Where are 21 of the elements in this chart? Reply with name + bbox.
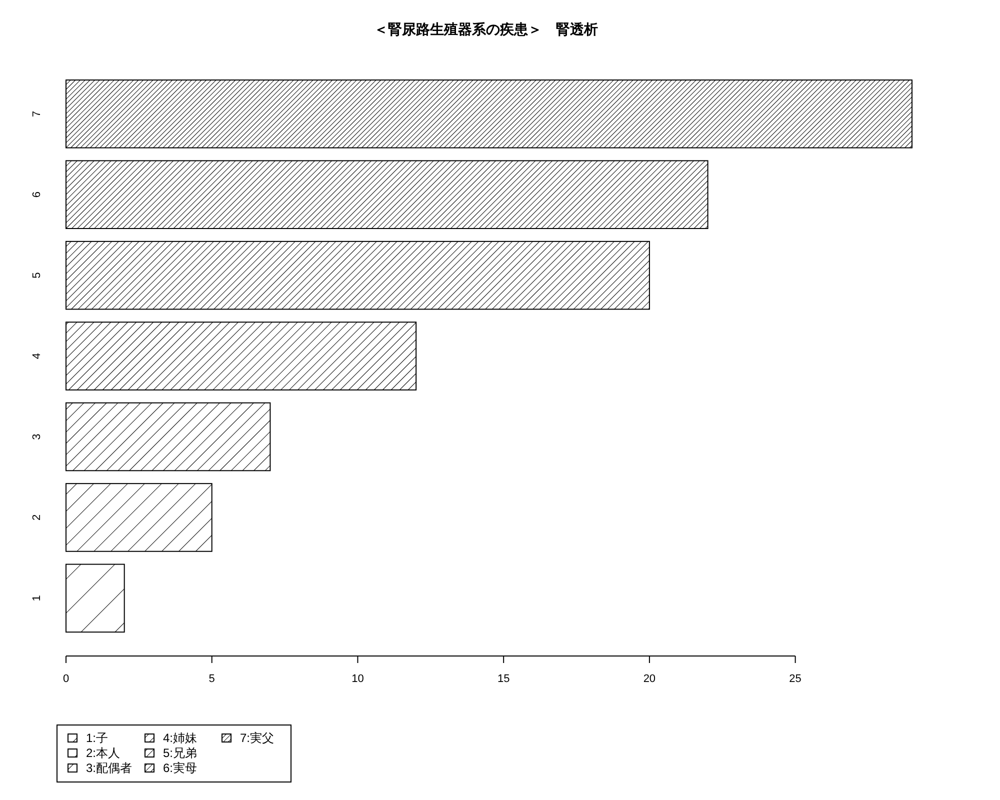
chart-title: ＜腎尿路生殖器系の疾患＞ 腎透析 bbox=[374, 21, 598, 37]
legend-label: 5:兄弟 bbox=[163, 746, 198, 760]
y-tick-label: 3 bbox=[31, 434, 43, 440]
legend-label: 2:本人 bbox=[86, 746, 120, 760]
legend-label: 3:配偶者 bbox=[86, 761, 132, 775]
legend-label: 1:子 bbox=[86, 731, 108, 745]
legend-label: 7:実父 bbox=[240, 731, 274, 745]
legend-label: 4:姉妹 bbox=[163, 731, 198, 745]
x-tick-label: 15 bbox=[497, 673, 510, 685]
y-tick-label: 7 bbox=[31, 110, 43, 117]
x-tick-label: 0 bbox=[62, 673, 70, 685]
y-tick-label: 5 bbox=[31, 272, 43, 278]
x-tick-label: 25 bbox=[789, 673, 802, 685]
x-tick-label: 5 bbox=[208, 673, 215, 685]
x-tick-label: 10 bbox=[352, 673, 364, 685]
y-tick-label: 2 bbox=[31, 514, 43, 521]
x-tick-label: 20 bbox=[643, 673, 656, 685]
y-tick-label: 6 bbox=[31, 192, 43, 198]
legend-label: 6:実母 bbox=[163, 761, 198, 775]
y-tick-label: 4 bbox=[31, 352, 43, 360]
y-tick-label: 1 bbox=[31, 595, 43, 602]
